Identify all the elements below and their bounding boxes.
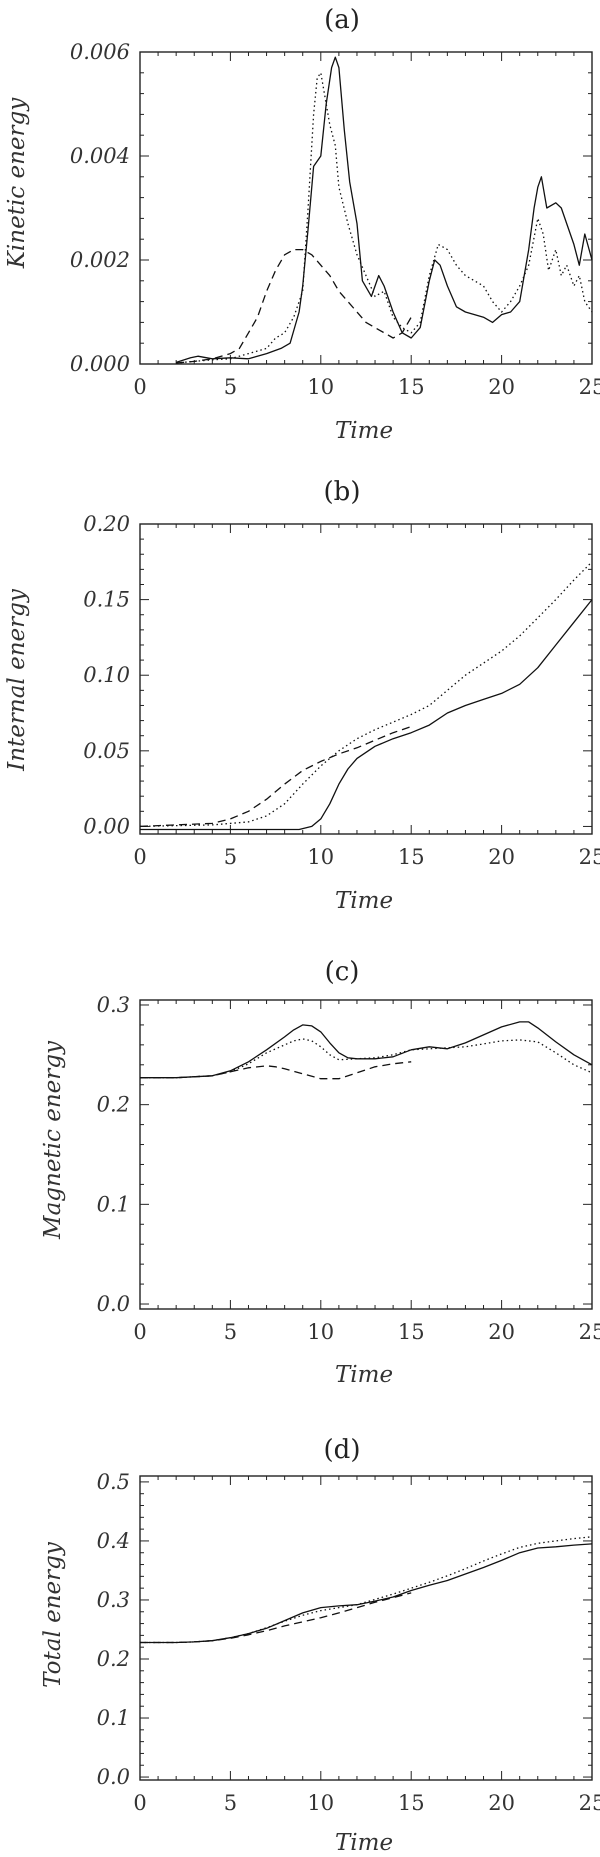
- y-tick-label: 0.0: [97, 1765, 130, 1789]
- series-line-dashed: [139, 725, 412, 828]
- plot-frame: [139, 51, 593, 365]
- x-tick-label: 15: [398, 375, 425, 399]
- y-axis-label: Kinetic energy: [4, 97, 30, 270]
- x-tick-label: 25: [579, 375, 600, 399]
- y-axis-label: Total energy: [40, 1541, 66, 1688]
- x-axis-label: Time: [335, 888, 393, 914]
- x-tick-label: 10: [307, 845, 334, 869]
- y-tick-label: 0.000: [70, 352, 130, 376]
- y-tick-label: 0.05: [83, 739, 130, 763]
- x-tick-label: 0: [133, 845, 146, 869]
- x-tick-label: 10: [307, 1791, 334, 1815]
- series-line-dashed: [140, 1592, 412, 1644]
- y-tick-label: 0.2: [97, 1093, 130, 1117]
- x-tick-label: 20: [488, 1320, 515, 1344]
- y-tick-label: 0.20: [83, 512, 130, 536]
- series-line-solid: [140, 1021, 593, 1079]
- x-tick-label: 5: [224, 375, 237, 399]
- x-tick-label: 15: [398, 1320, 425, 1344]
- panel-a-kinetic-energy: (a) Kinetic energy Time 0 5 10 15 20 25 0.000 0…: [4, 5, 600, 444]
- panel-d-total-energy: (d) Total energy Time 0 5 10 15 20 25 0.0 0.1 0.…: [40, 1435, 600, 1856]
- x-tick-label: 20: [488, 845, 515, 869]
- y-tick-label: 0.4: [97, 1529, 130, 1553]
- series-line-solid: [140, 1543, 593, 1644]
- y-tick-label: 0.2: [97, 1647, 130, 1671]
- y-tick-label: 0.1: [97, 1192, 130, 1216]
- y-tick-label: 0.006: [70, 40, 130, 64]
- y-tick-label: 0.3: [97, 1588, 130, 1612]
- x-tick-label: 10: [307, 375, 334, 399]
- y-axis-label: Magnetic energy: [40, 1040, 66, 1240]
- x-tick-label: 15: [398, 845, 425, 869]
- x-tick-label: 0: [133, 1320, 146, 1344]
- x-tick-label: 0: [133, 375, 146, 399]
- y-tick-label: 0.0: [97, 1292, 130, 1316]
- x-tick-label: 25: [579, 1320, 600, 1344]
- panel-title: (d): [324, 1435, 361, 1465]
- x-tick-label: 20: [488, 1791, 515, 1815]
- x-tick-label: 20: [488, 375, 515, 399]
- series-line-dotted: [140, 1536, 593, 1644]
- y-tick-label: 0.15: [83, 588, 130, 612]
- y-tick-label: 0.004: [70, 144, 130, 168]
- panel-title: (c): [325, 957, 360, 987]
- series-line-solid: [140, 599, 593, 831]
- plot-frame: [139, 999, 593, 1310]
- y-tick-label: 0.002: [70, 248, 130, 272]
- plot-frame: [139, 1475, 593, 1781]
- x-axis-label: Time: [335, 1362, 393, 1388]
- y-tick-label: 0.10: [83, 663, 130, 687]
- x-tick-label: 5: [224, 1791, 237, 1815]
- x-tick-label: 0: [133, 1791, 146, 1815]
- y-axis-label: Internal energy: [4, 588, 30, 772]
- series-line-dotted: [176, 72, 593, 364]
- series-line-dashed: [140, 1061, 412, 1080]
- series-line-dashed: [176, 248, 412, 364]
- panel-title: (a): [324, 5, 360, 35]
- x-tick-label: 25: [579, 1791, 600, 1815]
- panel-c-magnetic-energy: (c) Magnetic energy Time 0 5 10 15 20 25 0.0 0.…: [40, 957, 600, 1388]
- x-tick-label: 10: [307, 1320, 334, 1344]
- series-line-dotted: [139, 561, 593, 828]
- y-tick-label: 0.3: [97, 993, 130, 1017]
- y-tick-label: 0.5: [97, 1470, 130, 1494]
- y-tick-label: 0.1: [97, 1706, 130, 1730]
- series-line-solid: [176, 56, 593, 364]
- panel-b-internal-energy: (b) Internal energy Time 0 5 10 15 20 25 0.00 0…: [4, 477, 600, 914]
- x-tick-label: 5: [224, 1320, 237, 1344]
- x-axis-label: Time: [335, 418, 393, 444]
- x-tick-label: 5: [224, 845, 237, 869]
- x-tick-label: 25: [579, 845, 600, 869]
- series-line-dotted: [140, 1038, 593, 1079]
- panel-title: (b): [324, 477, 361, 507]
- x-axis-label: Time: [335, 1830, 393, 1856]
- y-tick-label: 0.00: [83, 814, 130, 838]
- x-tick-label: 15: [398, 1791, 425, 1815]
- plot-frame: [139, 523, 593, 835]
